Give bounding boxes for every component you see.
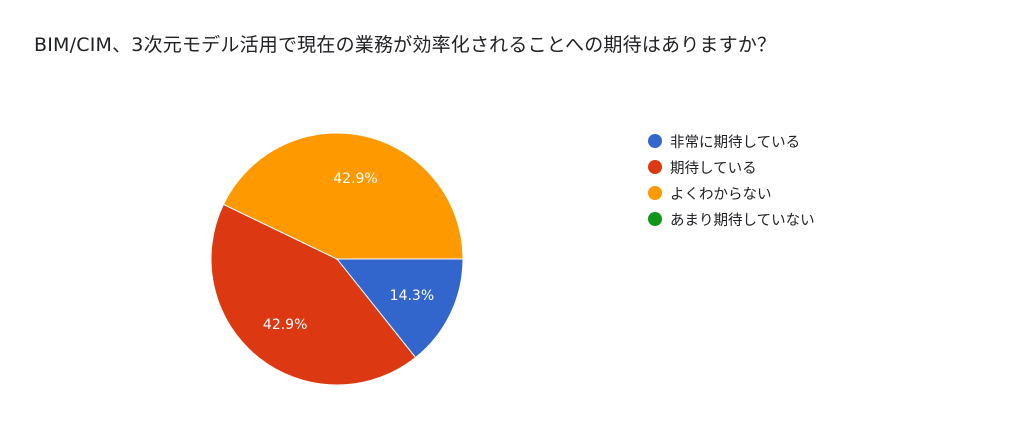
pie-slice-label-unsure: 42.9% <box>333 171 377 187</box>
legend-swatch-unsure <box>648 186 662 200</box>
legend-swatch-not-expected <box>648 212 662 226</box>
chart-legend: 非常に期待している 期待している よくわからないあまり期待していない <box>648 128 815 232</box>
legend-item-expected[interactable]: 期待している <box>648 154 815 180</box>
legend-swatch-expected <box>648 160 662 174</box>
pie-slice-labels: 14.3% 42.9% 42.9% <box>263 171 434 333</box>
pie-slice-unsure[interactable] <box>222 132 464 260</box>
pie-slices <box>210 132 464 386</box>
legend-item-unsure[interactable]: よくわからない <box>648 180 815 206</box>
legend-swatch-very-expected <box>648 134 662 148</box>
legend-item-not-expected[interactable]: あまり期待していない <box>648 206 815 232</box>
legend-label-very-expected: 非常に期待している <box>670 134 801 151</box>
pie-slice-very-expected[interactable] <box>335 258 464 359</box>
legend-label-unsure: よくわからない <box>670 186 772 203</box>
legend-label-not-expected: あまり期待していない <box>670 212 815 229</box>
pie-slice-label-expected: 42.9% <box>263 317 307 333</box>
legend-item-very-expected[interactable]: 非常に期待している <box>648 128 815 154</box>
pie-slice-label-very-expected: 14.3% <box>390 288 434 304</box>
chart-title: BIM/CIM、3次元モデル活用で現在の業務が効率化されることへの期待はあります… <box>34 34 777 56</box>
pie-slice-expected[interactable] <box>210 203 417 386</box>
legend-label-expected: 期待している <box>670 160 757 177</box>
